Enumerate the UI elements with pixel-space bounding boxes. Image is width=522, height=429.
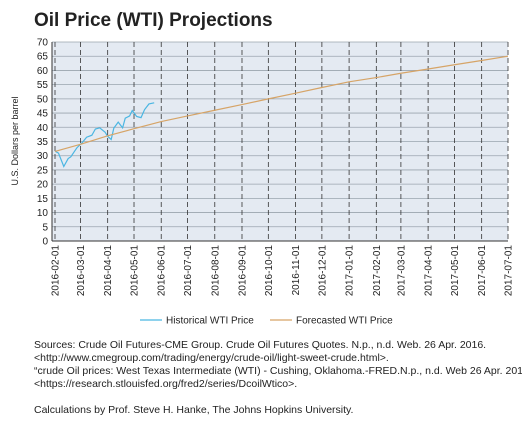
x-tick-label: 2016-11-01	[291, 245, 302, 296]
y-tick-label: 45	[37, 109, 49, 120]
y-tick-label: 20	[37, 180, 49, 191]
x-tick-label: 2016-04-01	[103, 245, 114, 297]
y-tick-label: 35	[37, 137, 49, 148]
x-tick-label: 2016-08-01	[210, 245, 221, 297]
x-tick-label: 2016-10-01	[264, 245, 275, 297]
y-tick-label: 60	[37, 66, 49, 77]
x-tick-label: 2016-05-01	[130, 245, 141, 297]
note: Calculations by Prof. Steve H. Hanke, Th…	[34, 404, 353, 416]
x-tick-label: 2016-12-01	[317, 245, 328, 297]
x-tick-label: 2017-02-01	[372, 245, 383, 297]
y-tick-label: 70	[37, 38, 49, 49]
legend-label: Historical WTI Price	[166, 316, 254, 327]
y-tick-label: 5	[42, 222, 48, 233]
y-tick-label: 40	[37, 123, 49, 134]
note: <https://research.stlouisfed.org/fred2/s…	[34, 378, 297, 390]
y-tick-label: 25	[37, 165, 49, 176]
chart-title: Oil Price (WTI) Projections	[34, 10, 273, 31]
note: Sources: Crude Oil Futures-CME Group. Cr…	[34, 339, 486, 351]
legend-label: Forecasted WTI Price	[296, 316, 393, 327]
y-tick-label: 65	[37, 52, 49, 63]
x-tick-label: 2017-07-01	[504, 245, 515, 297]
x-tick-label: 2016-03-01	[76, 245, 87, 297]
y-tick-label: 50	[37, 94, 49, 105]
y-axis-label: U.S. Dollars per barrel	[10, 96, 20, 185]
series-line	[54, 102, 155, 168]
x-tick-label: 2016-02-01	[51, 245, 62, 297]
x-tick-label: 2017-03-01	[396, 245, 407, 297]
x-tick-label: 2016-07-01	[183, 245, 194, 297]
note: <http://www.cmegroup.com/trading/energy/…	[34, 352, 389, 364]
y-tick-label: 10	[37, 208, 49, 219]
x-tick-label: 2017-04-01	[424, 245, 435, 297]
series-line	[54, 55, 509, 153]
x-tick-label: 2017-06-01	[477, 245, 488, 297]
y-tick-label: 15	[37, 194, 49, 205]
x-tick-label: 2017-05-01	[450, 245, 461, 297]
x-tick-label: 2016-06-01	[157, 245, 168, 297]
x-tick-label: 2017-01-01	[345, 245, 356, 297]
y-tick-label: 30	[37, 151, 49, 162]
x-tick-label: 2016-09-01	[237, 245, 248, 297]
y-tick-label: 55	[37, 80, 49, 91]
note: “crude Oil prices: West Texas Intermedia…	[34, 365, 522, 377]
y-tick-label: 0	[42, 237, 48, 248]
